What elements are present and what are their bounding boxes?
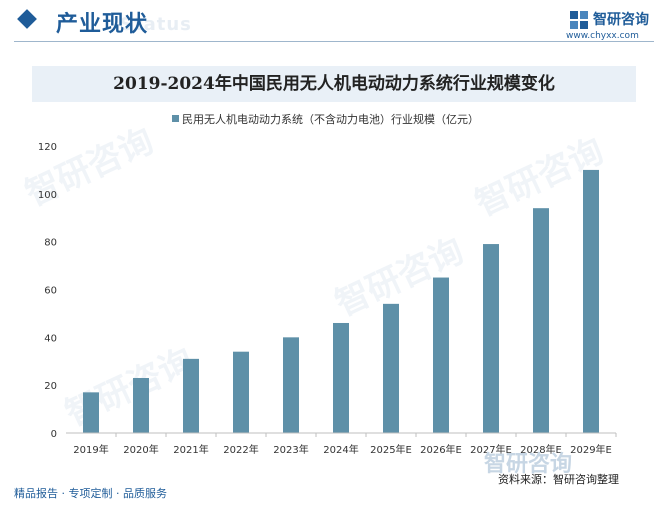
footer-logo: 智研咨询 xyxy=(484,452,573,477)
bar-chart: 民用无人机电动动力系统（不含动力电池）行业规模（亿元） 0 20 40 60 80 100… xyxy=(38,112,617,456)
bar xyxy=(83,392,99,433)
header: Status 产业现状 智研咨询 www.chyxx.com xyxy=(0,0,668,46)
y-tick-label: 20 xyxy=(44,381,57,392)
bar xyxy=(483,244,499,433)
y-tick-label: 120 xyxy=(38,142,57,153)
bar xyxy=(333,322,349,433)
brand-url: www.chyxx.com xyxy=(566,31,639,41)
bar xyxy=(233,351,249,433)
bar xyxy=(183,358,199,433)
page-title: 产业现状 xyxy=(56,12,149,37)
y-tick-label: 0 xyxy=(51,429,57,440)
y-axis: 0 20 40 60 80 100 120 xyxy=(38,142,57,440)
x-tick-label: 2025年E xyxy=(370,443,412,456)
y-tick-label: 40 xyxy=(44,333,57,344)
x-tick-label: 2028年E xyxy=(520,443,562,456)
bar xyxy=(283,337,299,433)
footer-tagline: 精品报告 · 专项定制 · 品质服务 xyxy=(14,487,167,500)
chart-title: 2019-2024年中国民用无人机电动动力系统行业规模变化 xyxy=(113,74,555,94)
x-tick-label: 2020年 xyxy=(123,443,158,456)
legend: 民用无人机电动动力系统（不含动力电池）行业规模（亿元） xyxy=(172,112,479,126)
x-tick-label: 2029年E xyxy=(570,443,612,456)
x-tick-label: 2023年 xyxy=(273,443,308,456)
brand-name: 智研咨询 xyxy=(593,12,649,28)
x-axis: 2019年 2020年 2021年 2022年 2023年 2024年 2025年E 2026… xyxy=(66,432,617,456)
x-tick-label: 2027年E xyxy=(470,443,512,456)
bar xyxy=(533,208,549,433)
bar xyxy=(583,169,599,433)
y-tick-label: 60 xyxy=(44,286,57,297)
x-tick-label: 2021年 xyxy=(173,443,208,456)
header-watermark: Status xyxy=(120,14,192,35)
brand-logo-icon xyxy=(570,11,588,29)
legend-swatch xyxy=(172,115,179,122)
x-tick-label: 2026年E xyxy=(420,443,462,456)
diamond-icon xyxy=(17,9,37,29)
header-divider xyxy=(14,41,654,42)
x-tick-label: 2022年 xyxy=(223,443,258,456)
bar xyxy=(383,303,399,433)
x-tick-label: 2019年 xyxy=(73,443,108,456)
bar xyxy=(433,277,449,433)
x-tick-label: 2024年 xyxy=(323,443,358,456)
y-tick-label: 100 xyxy=(38,190,57,201)
source-note: 资料来源：智研咨询整理 xyxy=(498,473,619,486)
y-tick-label: 80 xyxy=(44,238,57,249)
bars xyxy=(83,169,599,433)
bar xyxy=(133,377,149,433)
chart-title-band: 2019-2024年中国民用无人机电动动力系统行业规模变化 xyxy=(32,66,636,102)
legend-label: 民用无人机电动动力系统（不含动力电池）行业规模（亿元） xyxy=(182,112,479,126)
